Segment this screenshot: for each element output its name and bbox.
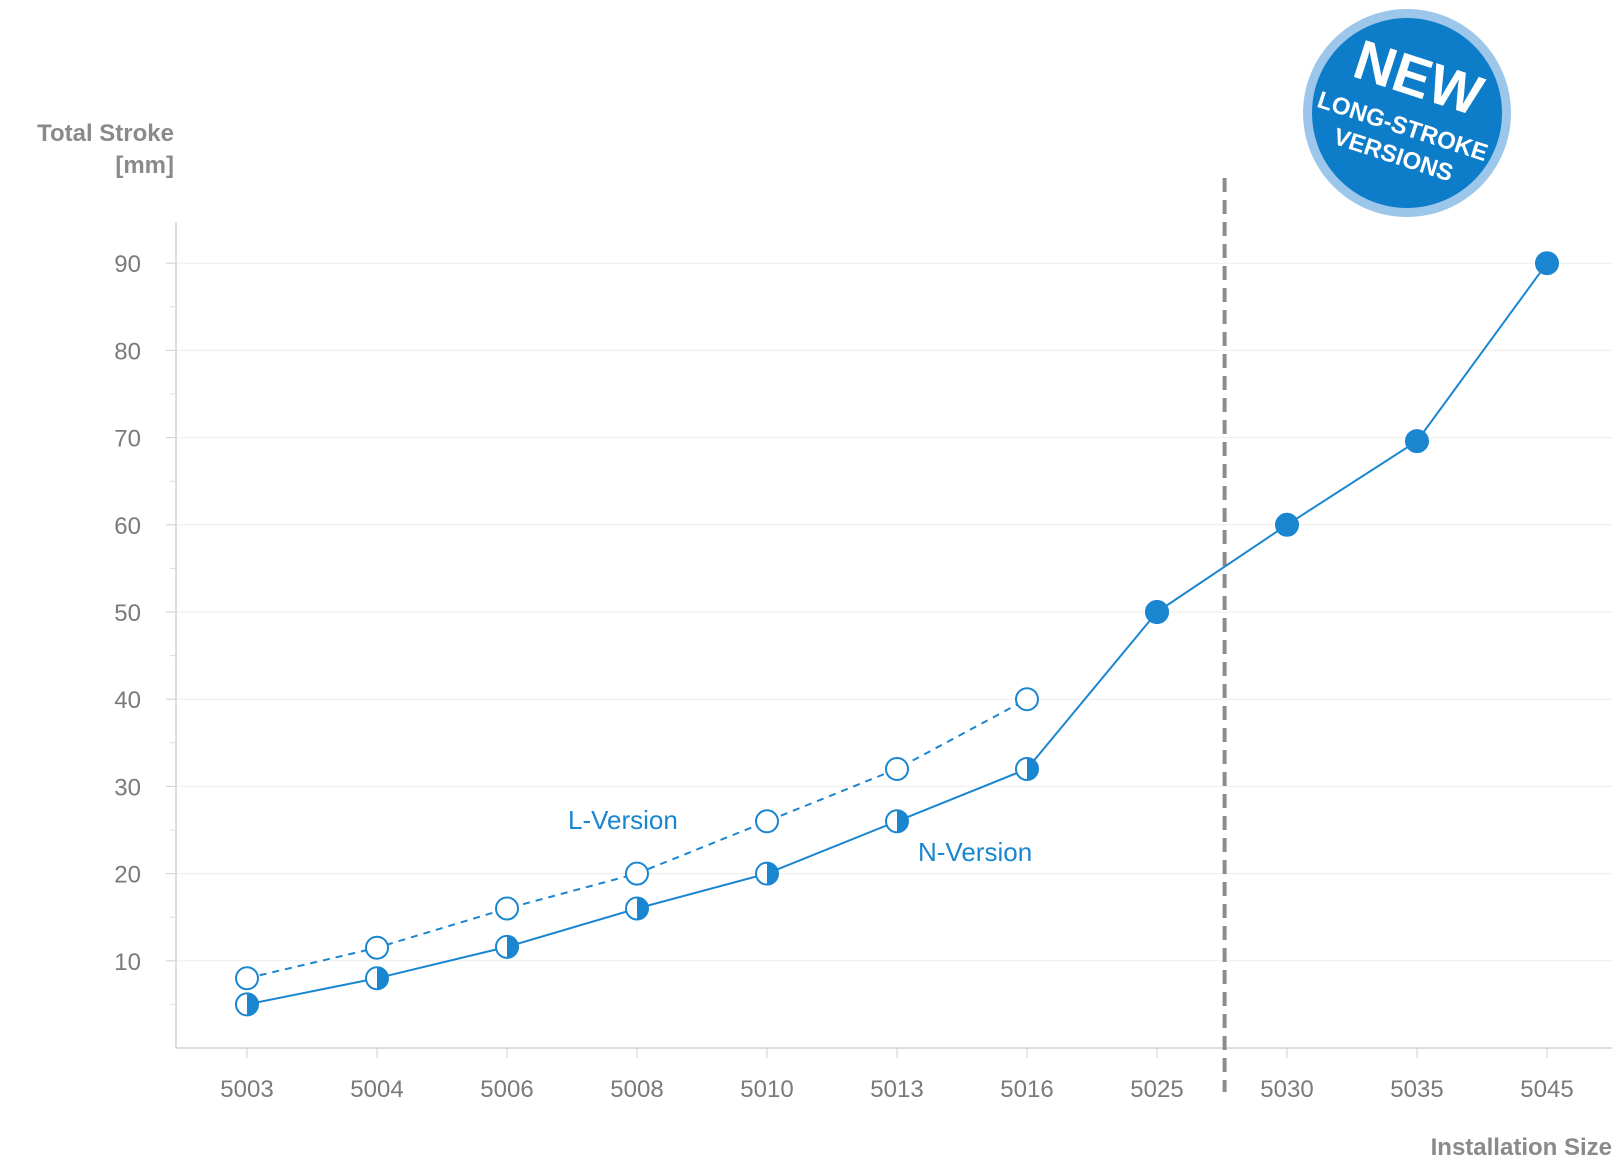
grid-lines: [176, 262, 1612, 962]
point-s2-5045: [1535, 251, 1559, 276]
x-tick-label-5010: 5010: [740, 1076, 793, 1103]
x-tick-label-5025: 5025: [1130, 1076, 1183, 1103]
x-tick-label-5008: 5008: [610, 1076, 663, 1103]
point-s1-5004-half: [377, 967, 388, 990]
series-line-1: [246, 611, 1158, 1006]
point-s1-5003: [235, 992, 259, 1017]
point-s1-5006-half: [507, 935, 518, 958]
x-tick-label-5030: 5030: [1260, 1076, 1313, 1103]
point-s2-5030: [1275, 512, 1299, 537]
badge-disc: [1312, 18, 1502, 208]
series-line-0: [246, 698, 1028, 980]
y-tick-label-50: 50: [114, 600, 141, 627]
point-s2-5035: [1405, 429, 1429, 454]
x-axis-title: Installation Size: [1431, 1134, 1612, 1161]
point-s0-5016: [1015, 687, 1039, 712]
point-s1-5003-half: [247, 993, 258, 1016]
y-axis-title-line2: [mm]: [115, 152, 174, 179]
point-s1-5013-half: [897, 810, 908, 833]
y-tick-label-10: 10: [114, 949, 141, 976]
axes: [166, 222, 1612, 1058]
series-lines: [246, 262, 1548, 1006]
x-tick-label-5003: 5003: [220, 1076, 273, 1103]
x-tick-label-5013: 5013: [870, 1076, 923, 1103]
point-s1-5010-half: [767, 862, 778, 885]
point-s2-5025: [1145, 600, 1169, 624]
data-points: [235, 251, 1559, 1017]
y-axis-title-line1: Total Stroke: [37, 120, 174, 147]
series-label-l-version: L-Version: [568, 805, 678, 835]
point-s1-5004: [365, 966, 389, 991]
point-s1-5006: [495, 934, 519, 959]
series-label-n-version: N-Version: [918, 837, 1032, 867]
point-s1-5010: [755, 861, 779, 886]
point-s1-5008-half: [637, 897, 648, 920]
point-s1-5016-half: [1027, 757, 1038, 780]
series-line-2: [1156, 262, 1548, 613]
point-s0-5004: [365, 935, 389, 960]
tick-labels: 10 20 30 40 50 60 70 80 90 5003 5004 5006 5008 5010 50…: [114, 251, 1573, 1103]
point-s0-5006: [495, 896, 519, 921]
point-s0-5013: [885, 756, 909, 781]
y-tick-label-90: 90: [114, 251, 141, 278]
x-tick-label-5016: 5016: [1000, 1076, 1053, 1103]
y-tick-label-30: 30: [114, 774, 141, 801]
point-s0-5008: [625, 861, 649, 886]
point-s1-5008: [625, 896, 649, 921]
y-tick-label-70: 70: [114, 426, 141, 453]
x-tick-label-5004: 5004: [350, 1076, 403, 1103]
y-tick-label-60: 60: [114, 513, 141, 540]
y-tick-label-80: 80: [114, 338, 141, 365]
y-tick-label-20: 20: [114, 862, 141, 889]
y-tick-label-40: 40: [114, 687, 141, 714]
x-tick-label-5035: 5035: [1390, 1076, 1443, 1103]
point-s0-5010: [755, 809, 779, 834]
point-s1-5013: [885, 809, 909, 834]
point-s0-5003: [235, 966, 259, 991]
x-tick-label-5006: 5006: [480, 1076, 533, 1103]
x-tick-label-5045: 5045: [1520, 1076, 1573, 1103]
point-s1-5016: [1015, 756, 1039, 781]
new-long-stroke-badge: NEW LONG-STROKE VERSIONS: [1303, 9, 1511, 217]
